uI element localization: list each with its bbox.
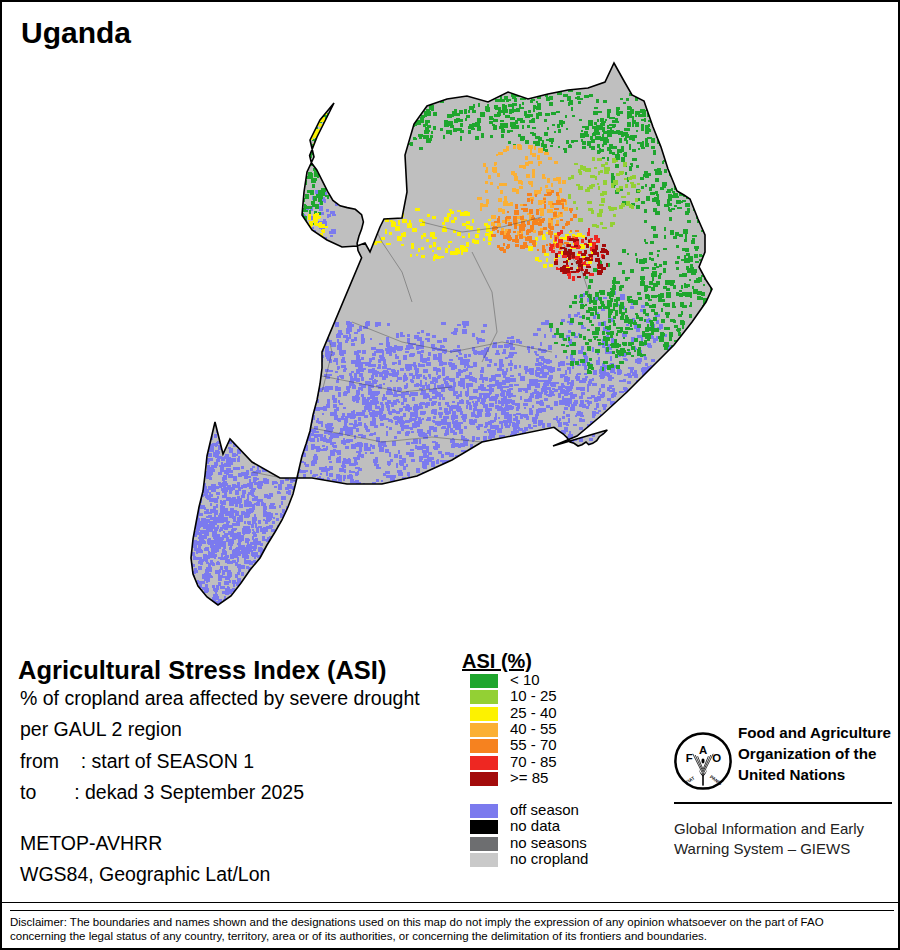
svg-text:O: O xyxy=(712,752,721,764)
svg-text:A: A xyxy=(699,744,707,756)
svg-text:F: F xyxy=(686,752,693,764)
svg-text:FIAT: FIAT xyxy=(685,775,696,785)
